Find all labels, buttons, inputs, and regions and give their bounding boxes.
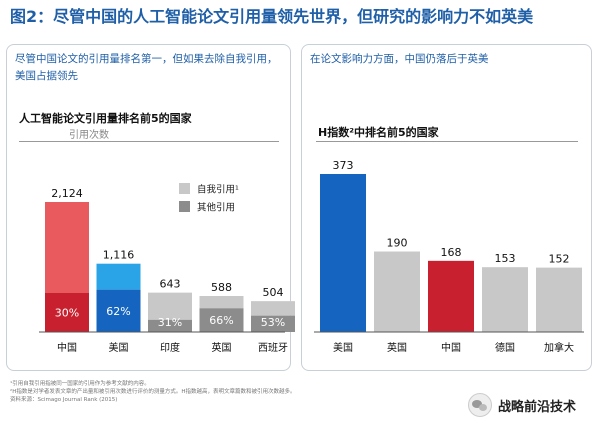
left-chart-title: 人工智能论文引用量排名前5的国家 [19,112,192,125]
right-panel-subtitle: 在论文影响力方面，中国仍落后于英美 [310,53,489,65]
bar-other-citation [199,308,244,332]
bar-h-index [320,174,366,332]
footnote-1: ¹引用自我引用指被同一国家的引用作为参考文献的内容。 [10,381,150,387]
figure-label: 图2： [10,7,54,26]
left-panel: 尽管中国论文的引用量排名第一，但如果去除自我引用，美国占据领先 人工智能论文引用… [6,44,295,371]
bar-percent-label: 62% [106,305,130,318]
bar-other-citation [96,289,141,332]
category-label: 英国 [387,341,407,354]
left-panel-subtitle: 尽管中国论文的引用量排名第一，但如果去除自我引用，美国占据领先 [15,53,278,82]
bar-total-label: 1,116 [103,249,135,262]
category-label: 中国 [441,341,461,354]
category-label: 美国 [109,341,129,354]
wechat-icon [468,393,492,417]
footnote-2: ²H指数是对学者发表文章的产出量和被引用次数进行评价的测量方式。H指数越高，表明… [10,389,296,395]
bar-percent-label: 31% [158,316,182,329]
bar-h-index [536,267,582,332]
bar-value-label: 373 [333,159,354,172]
category-label: 英国 [212,341,232,354]
category-label: 美国 [333,341,353,354]
bar-percent-label: 30% [55,307,79,320]
bar-value-label: 168 [441,246,462,259]
bar-total-label: 504 [263,286,284,299]
category-label: 德国 [495,341,515,354]
left-chart-divider [19,141,279,142]
right-chart-title: H指数²中排名前5的国家 [318,126,439,139]
bar-self-citation [199,296,244,309]
watermark: 战略前沿技术 [468,392,576,418]
bar-percent-label: 53% [261,316,285,329]
bar-other-citation [148,319,192,332]
legend-label: 其他引用 [197,202,235,214]
bar-self-citation [251,301,295,316]
h-index-chart: 373 美国 190 英国 168 中国 153 德国 152 加拿大 [314,159,584,354]
bar-percent-label: 66% [209,314,233,327]
right-chart-divider [316,141,578,142]
legend-swatch [179,183,190,194]
right-panel: 在论文影响力方面，中国仍落后于英美 H指数²中排名前5的国家 373 美国 190 英… [301,44,592,371]
bar-value-label: 152 [549,253,570,266]
bar-h-index [374,251,420,332]
source-note: 资料来源：Scimago Journal Rank (2015) [10,397,118,403]
watermark-text: 战略前沿技术 [498,399,577,415]
footnotes: ¹引用自我引用指被同一国家的引用作为参考文献的内容。 ²H指数是对学者发表文章的… [10,380,430,404]
category-label: 印度 [160,341,180,354]
figure-title-text: 尽管中国的人工智能论文引用量领先世界，但研究的影响力不如英美 [53,7,534,26]
left-chart-unit: 引用次数 [69,130,109,141]
bar-total-label: 2,124 [51,187,83,200]
category-label: 中国 [57,341,77,354]
bar-h-index [428,260,474,332]
legend-swatch [179,201,190,212]
bar-value-label: 190 [387,237,408,250]
bar-other-citation [45,293,89,332]
category-label: 西班牙 [258,342,288,354]
bar-self-citation [45,202,89,293]
bar-self-citation [148,292,192,320]
bar-h-index [482,267,528,332]
figure-title: 图2：尽管中国的人工智能论文引用量领先世界，但研究的影响力不如英美 [10,4,595,30]
legend-label: 自我引用¹ [197,184,239,196]
citation-chart: 2,124 30% 中国 1,116 62% 美国 643 31% 印度 588 66% 英国 504 5… [39,183,295,354]
bar-value-label: 153 [495,252,516,265]
bar-other-citation [251,315,295,332]
bar-total-label: 588 [211,281,232,294]
category-label: 加拿大 [544,341,574,354]
bar-total-label: 643 [160,278,181,291]
bar-self-citation [96,263,141,290]
